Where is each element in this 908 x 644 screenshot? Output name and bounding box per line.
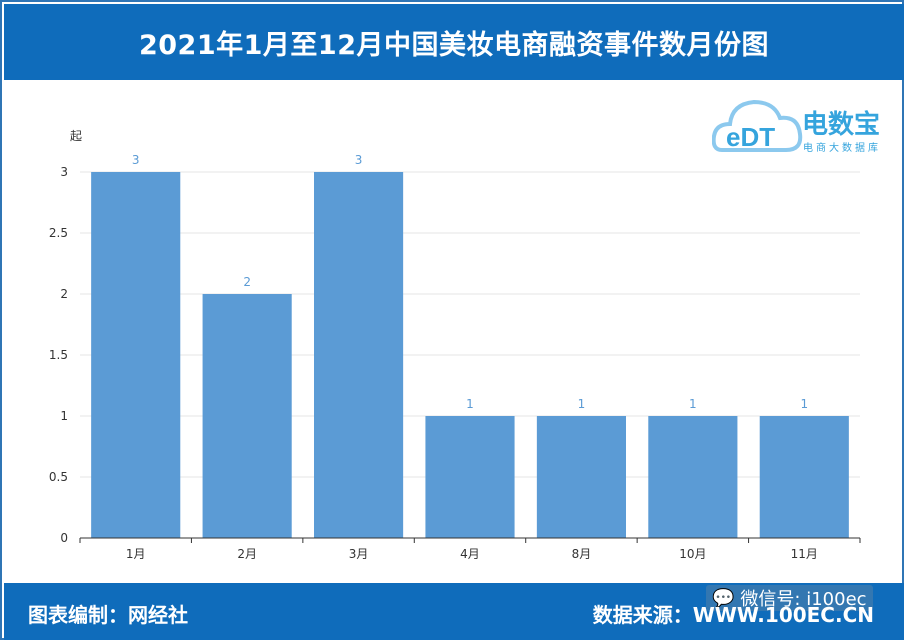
y-axis-unit: 起: [70, 129, 82, 143]
y-tick-label: 0: [60, 531, 68, 545]
logo-mark: eDT: [726, 122, 775, 152]
data-label: 1: [466, 397, 474, 411]
data-label: 1: [800, 397, 808, 411]
y-axis: 0 0.5 1 1.5 2 2.5 3: [49, 165, 68, 545]
bar: [536, 416, 626, 538]
y-tick-label: 2.5: [49, 226, 68, 240]
footer-source: 数据来源：WWW.100EC.CN: [592, 603, 874, 627]
x-tick-label: 11月: [791, 547, 818, 561]
bar: [202, 294, 292, 538]
x-tick-label: 8月: [572, 547, 592, 561]
data-label: 2: [243, 275, 251, 289]
data-label: 1: [689, 397, 697, 411]
footer-bar: 图表编制：网经社 💬 微信号: i100ec 数据来源：WWW.100EC.CN: [4, 583, 904, 640]
y-tick-label: 1: [60, 409, 68, 423]
logo-name: 电数宝: [802, 110, 881, 140]
y-tick-label: 2: [60, 287, 68, 301]
chart-title: 2021年1月至12月中国美妆电商融资事件数月份图: [4, 4, 904, 80]
wechat-watermark: 💬 微信号: i100ec: [706, 585, 873, 611]
bars: [91, 172, 849, 538]
y-tick-label: 3: [60, 165, 68, 179]
bar: [759, 416, 849, 538]
y-tick-label: 0.5: [49, 470, 68, 484]
cloud-icon: [712, 99, 803, 152]
bar: [648, 416, 738, 538]
edt-logo: eDT: [712, 99, 803, 152]
x-tick-label: 10月: [679, 547, 706, 561]
footer-credit: 图表编制：网经社: [28, 603, 188, 627]
x-tick-label: 4月: [460, 547, 480, 561]
data-labels: 3 2 3 1 1 1 1: [132, 153, 808, 411]
data-label: 3: [355, 153, 363, 167]
logo-subtitle: 电商大数据库: [803, 143, 881, 154]
data-label: 3: [132, 153, 140, 167]
x-tick-label: 2月: [237, 547, 257, 561]
data-label: 1: [578, 397, 586, 411]
wechat-label: 微信号: i100ec: [740, 589, 867, 610]
x-tick-label: 3月: [349, 547, 369, 561]
bar: [314, 172, 404, 538]
x-tick-label: 1月: [126, 547, 146, 561]
y-tick-label: 1.5: [49, 348, 68, 362]
bar: [91, 172, 181, 538]
x-axis: 1月 2月 3月 4月 8月 10月 11月: [79, 537, 861, 561]
wechat-icon: 💬: [712, 587, 735, 609]
bar: [425, 416, 515, 538]
